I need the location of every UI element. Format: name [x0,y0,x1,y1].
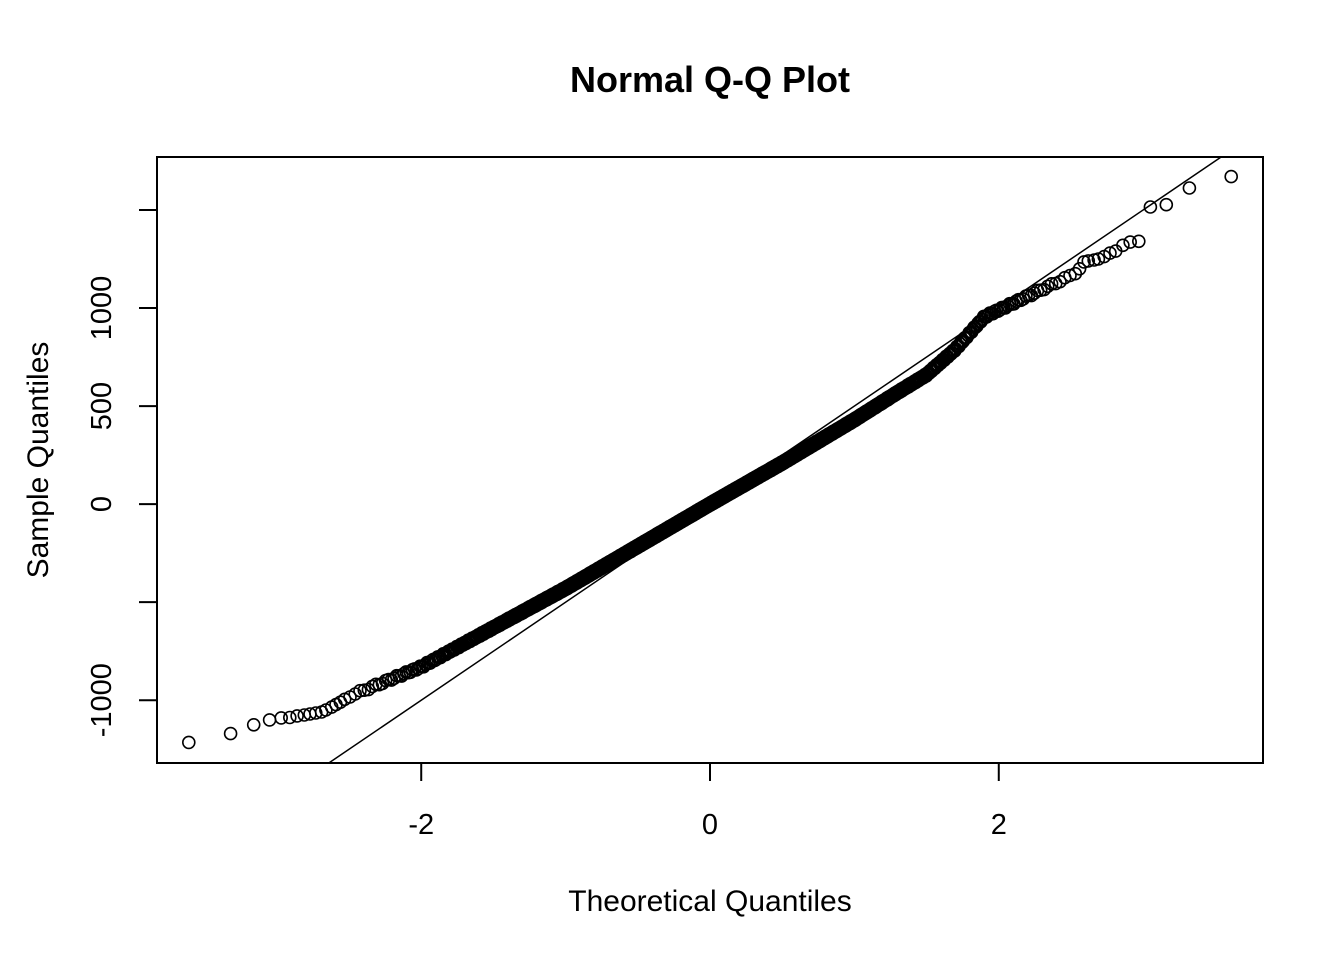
data-point [353,683,367,698]
data-point [1068,266,1083,281]
x-tick-label: -2 [408,809,434,841]
y-axis-label: Sample Quantiles [22,342,55,579]
y-tick-label: 1000 [86,276,118,341]
data-point [246,717,261,732]
chart-title: Normal Q-Q Plot [570,59,850,100]
y-tick-label: 0 [86,496,118,512]
data-point [1132,234,1146,249]
plot-area [156,156,1264,764]
data-point [1072,261,1087,276]
data-point [394,669,409,683]
data-point [1224,169,1238,184]
data-point [1053,274,1067,289]
x-axis-label: Theoretical Quantiles [568,885,851,918]
data-point [1159,197,1174,212]
data-point [1182,181,1197,195]
data-point [1108,244,1123,258]
data-point [282,710,297,725]
data-point [308,706,323,720]
data-point [1027,286,1042,301]
data-point [1077,255,1091,269]
data-point [1143,200,1158,214]
data-point [182,735,196,750]
data-point [1087,253,1101,267]
data-point [993,303,1007,317]
x-tick-label: 2 [991,809,1007,841]
data-point [403,665,418,680]
x-axis: -2 0 2 [408,763,1007,841]
plot-frame [156,156,1264,764]
y-tick-label: 500 [86,382,118,430]
y-tick-label: -1000 [86,663,118,737]
data-point [337,692,352,707]
data-point [290,709,304,723]
data-point [1123,235,1137,249]
data-points [182,169,1238,750]
data-point [1044,276,1059,291]
data-point [262,713,277,727]
data-point [223,726,238,741]
data-point [274,711,289,725]
y-axis: -1000 0 500 1000 [86,208,157,737]
x-tick-label: 0 [702,809,718,841]
